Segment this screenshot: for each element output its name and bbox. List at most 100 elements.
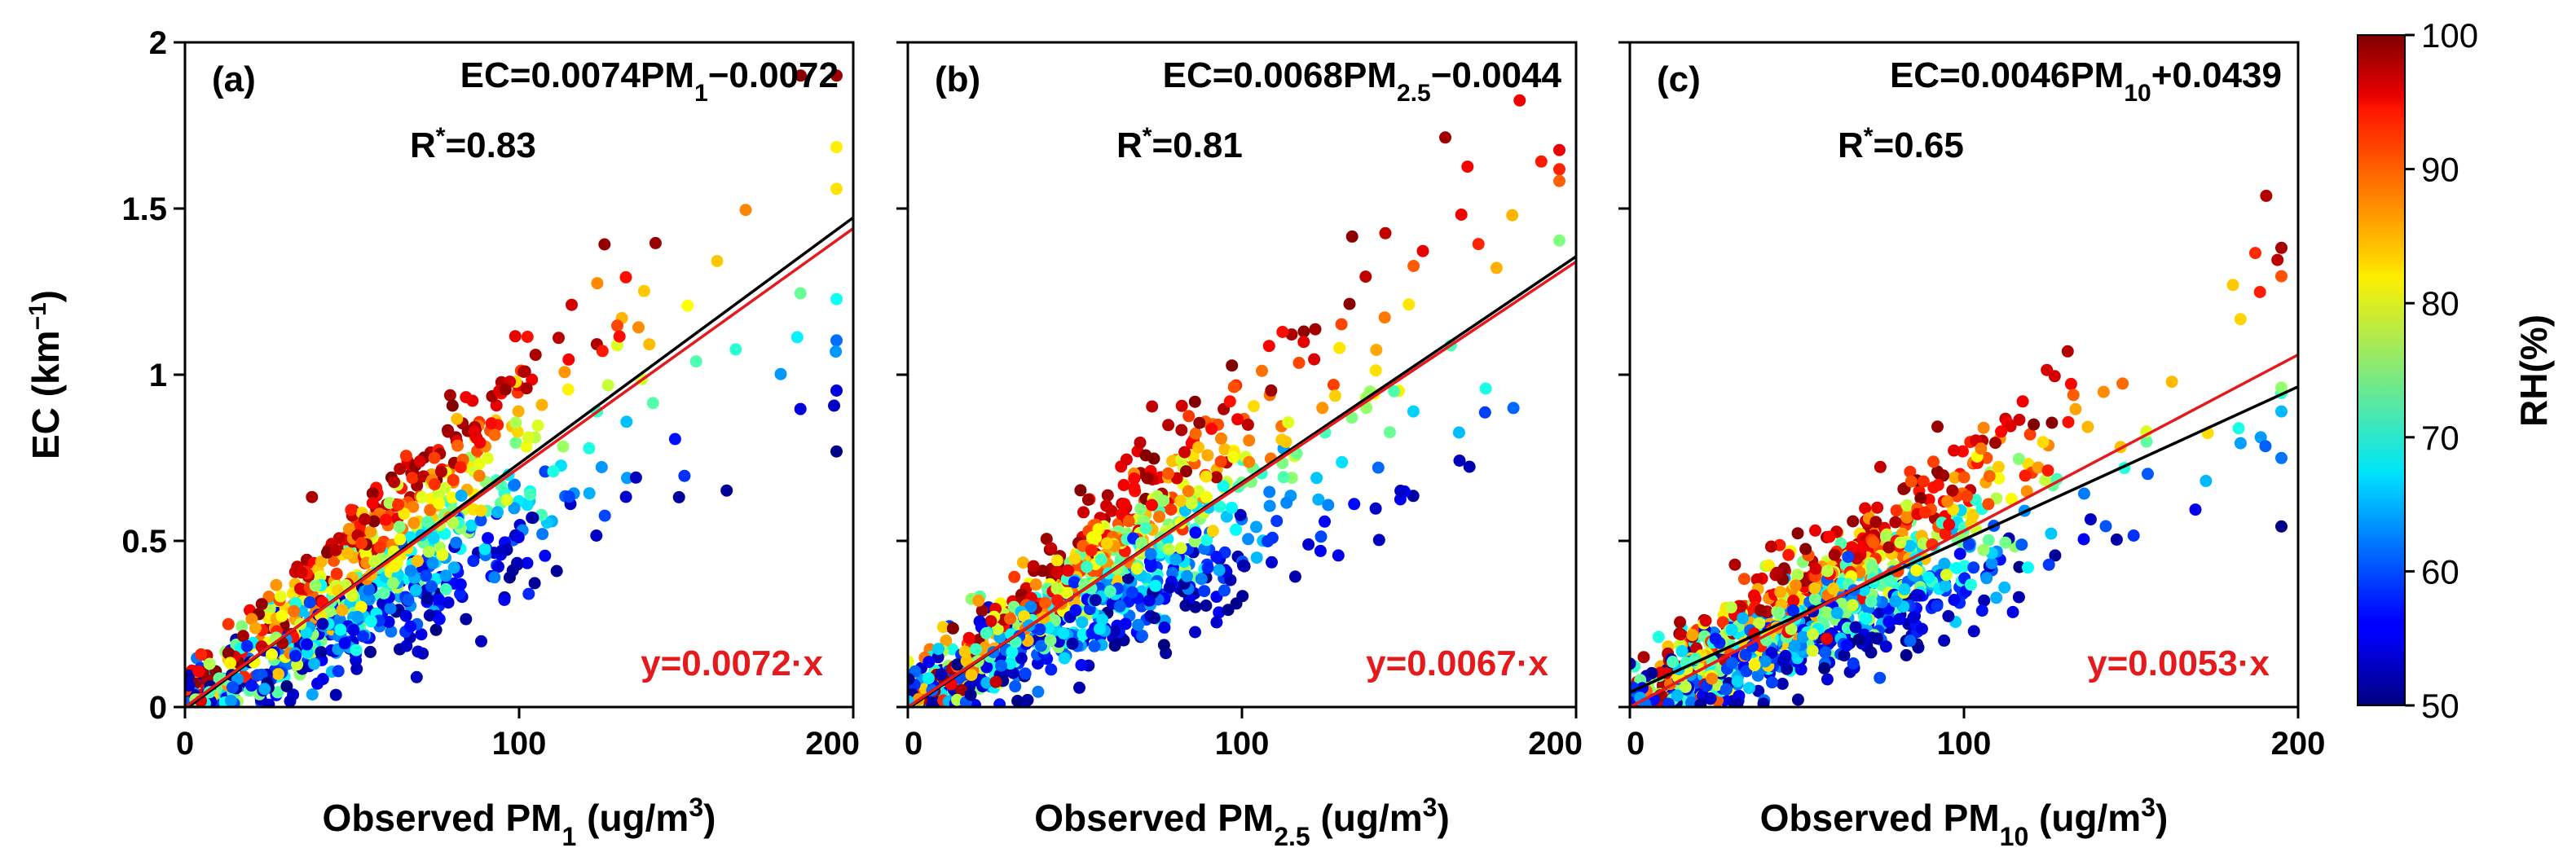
scatter-point — [830, 141, 843, 154]
scatter-point — [558, 366, 571, 379]
scatter-point — [1006, 645, 1019, 658]
scatter-point — [1838, 649, 1851, 662]
scatter-point — [328, 555, 341, 567]
scatter-point — [1949, 471, 1962, 484]
scatter-point — [1266, 556, 1278, 569]
scatter-point — [1840, 639, 1853, 652]
y-tick-label: 1 — [149, 358, 167, 393]
scatter-point — [637, 284, 650, 297]
scatter-point — [1217, 480, 1230, 493]
scatter-point — [364, 645, 376, 658]
scatter-point — [485, 417, 498, 430]
scatter-point — [1739, 648, 1752, 661]
scatter-point — [421, 516, 434, 529]
scatter-point — [1917, 537, 1930, 550]
scatter-point — [1937, 469, 1950, 482]
scatter-point — [1214, 455, 1227, 468]
scatter-point — [1847, 657, 1860, 670]
scatter-point — [1507, 402, 1520, 415]
y-tick-label: 0 — [149, 690, 167, 726]
scatter-point — [1859, 502, 1872, 515]
scatter-point — [1809, 562, 1822, 575]
scatter-point — [475, 635, 487, 648]
scatter-point — [522, 587, 535, 600]
scatter-point — [1188, 395, 1201, 408]
scatter-point — [411, 555, 424, 568]
scatter-point — [1213, 564, 1226, 577]
scatter-point — [1900, 648, 1913, 661]
scatter-point — [1975, 604, 1988, 617]
scatter-point — [969, 699, 981, 707]
scatter-point — [315, 646, 328, 659]
scatter-point — [1210, 616, 1223, 629]
scatter-point — [1050, 582, 1063, 595]
scatter-point — [951, 658, 964, 671]
scatter-point — [249, 622, 262, 635]
scatter-point — [1553, 143, 1565, 156]
scatter-point — [1910, 564, 1923, 577]
scatter-point — [1699, 614, 1712, 627]
scatter-point — [442, 596, 455, 609]
scatter-point — [1113, 600, 1126, 613]
scatter-point — [382, 616, 395, 628]
scatter-point — [1263, 485, 1276, 499]
scatter-point — [1791, 527, 1804, 540]
scatter-point — [531, 420, 544, 432]
scatter-point — [1242, 533, 1255, 546]
scatter-point — [1333, 341, 1346, 354]
scatter-point — [384, 602, 397, 615]
scatter-point — [1021, 693, 1034, 706]
scatter-point — [1823, 530, 1836, 543]
scatter-point — [420, 569, 433, 582]
scatter-point — [1069, 604, 1082, 617]
scatter-point — [1189, 526, 1202, 539]
scatter-point — [1865, 595, 1878, 608]
colorbar-tick-label: 70 — [2421, 419, 2459, 457]
scatter-point — [1939, 579, 1952, 592]
scatter-point — [1050, 565, 1063, 578]
scatter-point — [1776, 678, 1789, 690]
scatter-point — [1213, 500, 1226, 513]
scatter-point — [2271, 253, 2284, 266]
fit-lines-c — [1630, 353, 2298, 707]
x-tick-label: 100 — [1937, 726, 1992, 762]
scatter-point — [1175, 424, 1188, 437]
scatter-point — [1076, 616, 1089, 629]
scatter-point — [324, 604, 336, 617]
scatter-point — [2234, 437, 2247, 450]
scatter-point — [1671, 689, 1684, 702]
scatter-point — [1128, 481, 1141, 494]
scatter-point — [2041, 464, 2054, 477]
scatter-point — [482, 532, 495, 545]
through-origin-line — [908, 260, 1576, 707]
scatter-point — [1743, 682, 1755, 695]
scatter-point — [1128, 472, 1141, 485]
scatter-point — [1185, 497, 1198, 510]
scatter-point — [2200, 474, 2213, 487]
scatter-point — [1765, 647, 1778, 659]
scatter-point — [1085, 544, 1098, 557]
scatter-point — [2028, 418, 2041, 431]
scatter-point — [1983, 470, 1996, 483]
scatter-point — [366, 497, 379, 510]
scatter-point — [1322, 499, 1335, 512]
scatter-point — [1051, 594, 1064, 607]
scatter-point — [442, 425, 455, 438]
scatter-point — [1279, 435, 1292, 448]
scatter-point — [1686, 629, 1699, 642]
scatter-point — [412, 645, 425, 658]
scatter-point — [1774, 586, 1787, 599]
scatter-point — [404, 620, 417, 633]
equation-c: EC=0.0046PM10+0.0439 — [1890, 55, 2282, 107]
scatter-point — [2042, 558, 2055, 571]
scatter-point — [2022, 561, 2034, 574]
scatter-point — [975, 604, 989, 617]
scatter-point — [1182, 410, 1196, 423]
scatter-point — [1982, 498, 1995, 511]
scatter-point — [377, 586, 390, 600]
scatter-point — [1189, 626, 1201, 639]
scatter-point — [1282, 416, 1295, 428]
colorbar-tick-label: 90 — [2421, 151, 2459, 189]
scatter-point — [1903, 539, 1916, 552]
scatter-point — [1218, 443, 1231, 456]
